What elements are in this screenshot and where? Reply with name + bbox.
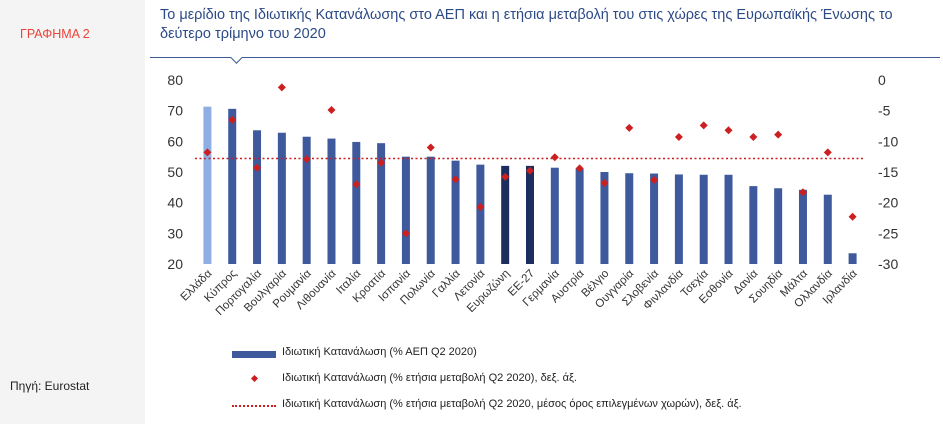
- legend-label: Ιδιωτική Κατανάλωση (% ΑΕΠ Q2 2020): [282, 346, 477, 358]
- left-axis-tick-label: 40: [167, 195, 183, 211]
- chart-title: Το μερίδιο της Ιδιωτικής Κατανάλωσης στο…: [160, 7, 893, 42]
- marker-Γερμανία: [550, 153, 559, 162]
- bar-Μάλτα: [798, 189, 807, 264]
- bar-Σλοβενία: [650, 173, 659, 264]
- marker-Σουηδία: [774, 130, 783, 139]
- bar-Βουλγαρία: [277, 132, 286, 264]
- right-axis-tick-label: 0: [878, 72, 886, 88]
- bar-Ελλάδα: [203, 106, 212, 265]
- marker-Λιθουανία: [327, 106, 336, 115]
- bar-Φινλανδία: [674, 174, 683, 264]
- legend-label: Ιδιωτική Κατανάλωση (% ετήσια μεταβολή Q…: [282, 372, 577, 384]
- marker-series: [203, 83, 857, 238]
- left-axis-tick-label: 80: [167, 72, 183, 88]
- left-axis: 20 30 40 50 60 70 80: [167, 72, 183, 272]
- bar-Ισπανία: [401, 156, 410, 264]
- bar-Κροατία: [377, 143, 386, 264]
- left-axis-tick-label: 30: [167, 225, 183, 241]
- marker-Ρουμανία: [302, 155, 311, 164]
- marker-Πολωνία: [426, 143, 435, 152]
- title-rule: [150, 57, 940, 58]
- bar-Ιταλία: [352, 141, 361, 264]
- bar-Τσεχία: [699, 174, 708, 264]
- left-axis-tick-label: 20: [167, 256, 183, 272]
- marker-Ολλανδία: [823, 148, 832, 157]
- legend-label: Ιδιωτική Κατανάλωση (% ετήσια μεταβολή Q…: [282, 398, 742, 410]
- legend-item-average: Ιδιωτική Κατανάλωση (% ετήσια μεταβολή Q…: [230, 398, 870, 414]
- chart-plot: 20 30 40 50 60 70 80 -30 -25 -20 -15 -10 -5 0 Ελλάδα…: [167, 72, 898, 318]
- marker-Γαλλία: [451, 175, 460, 184]
- marker-Ελλάδα: [203, 148, 212, 157]
- legend-item-bars: Ιδιωτική Κατανάλωση (% ΑΕΠ Q2 2020): [230, 346, 870, 362]
- bar-Κύπρος: [228, 108, 237, 265]
- legend-line-swatch: [232, 405, 276, 407]
- marker-Ουγγαρία: [625, 123, 634, 132]
- left-axis-tick-label: 50: [167, 164, 183, 180]
- marker-Δανία: [749, 133, 758, 142]
- bar-Ευρωζώνη: [501, 165, 510, 264]
- marker-Πορτογαλία: [253, 163, 262, 172]
- bar-Ουγγαρία: [625, 173, 634, 264]
- legend-marker-swatch: [250, 374, 259, 383]
- marker-Ιταλία: [352, 180, 361, 189]
- bar-series: [203, 106, 857, 265]
- marker-Βέλγιο: [600, 179, 609, 188]
- marker-Βουλγαρία: [277, 83, 286, 92]
- bar-Δανία: [749, 186, 758, 264]
- bar-Σουηδία: [774, 188, 783, 264]
- legend-bar-swatch: [232, 351, 276, 358]
- source-note: Πηγή: Eurostat: [10, 379, 90, 393]
- marker-Ισπανία: [401, 229, 410, 238]
- right-axis-tick-label: -25: [878, 225, 898, 241]
- bar-Εσθονία: [724, 174, 733, 264]
- marker-Κύπρος: [228, 115, 237, 124]
- legend-item-markers: Ιδιωτική Κατανάλωση (% ετήσια μεταβολή Q…: [230, 372, 870, 388]
- left-axis-tick-label: 60: [167, 133, 183, 149]
- bar-Λετονία: [476, 164, 485, 264]
- bar-Γαλλία: [451, 160, 460, 264]
- bar-Βέλγιο: [600, 172, 609, 264]
- marker-Μάλτα: [798, 188, 807, 197]
- right-axis: -30 -25 -20 -15 -10 -5 0: [878, 72, 898, 272]
- bar-Αυστρία: [575, 168, 584, 264]
- marker-Φινλανδία: [674, 133, 683, 142]
- right-axis-tick-label: -10: [878, 133, 898, 149]
- marker-Αυστρία: [575, 164, 584, 173]
- bar-Λιθουανία: [327, 138, 336, 264]
- marker-Εσθονία: [724, 126, 733, 135]
- bar-Ιρλανδία: [848, 253, 857, 264]
- marker-Τσεχία: [699, 121, 708, 130]
- chart-number-label: ΓΡΑΦΗΜΑ 2: [20, 27, 90, 41]
- bar-Πορτογαλία: [253, 130, 262, 264]
- marker-Κροατία: [377, 158, 386, 167]
- marker-Ευρωζώνη: [501, 172, 510, 181]
- bar-Ρουμανία: [302, 136, 311, 264]
- right-axis-tick-label: -30: [878, 256, 898, 272]
- sidebar-panel: ΓΡΑΦΗΜΑ 2 Πηγή: Eurostat: [0, 0, 145, 424]
- right-axis-tick-label: -5: [878, 103, 891, 119]
- marker-Λετονία: [476, 202, 485, 211]
- marker-ΕΕ-27: [526, 166, 534, 175]
- bar-Ολλανδία: [823, 194, 832, 264]
- bar-ΕΕ-27: [526, 165, 534, 264]
- bar-Γερμανία: [550, 167, 559, 264]
- marker-Σλοβενία: [650, 175, 659, 184]
- right-axis-tick-label: -15: [878, 164, 898, 180]
- marker-Ιρλανδία: [848, 212, 857, 221]
- x-axis-labels: ΕλλάδαΚύπροςΠορτογαλίαΒουλγαρίαΡουμανίαΛ…: [179, 267, 860, 318]
- left-axis-tick-label: 70: [167, 103, 183, 119]
- bar-Πολωνία: [426, 156, 435, 264]
- right-axis-tick-label: -20: [878, 195, 898, 211]
